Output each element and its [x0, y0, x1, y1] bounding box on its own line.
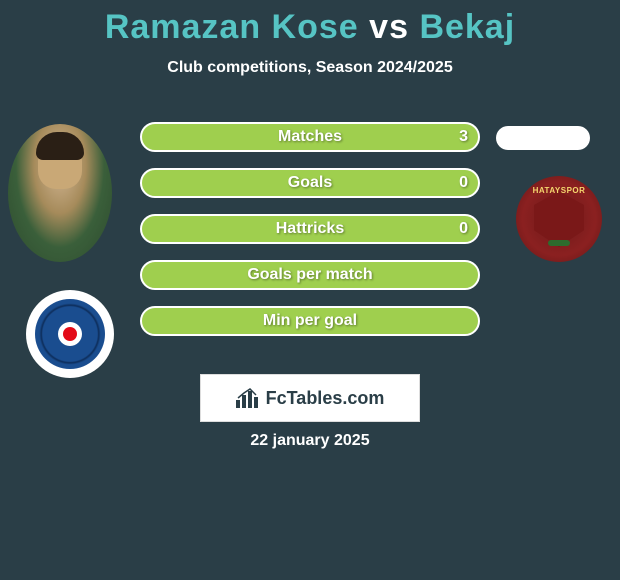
kasimpasa-logo-icon — [35, 299, 105, 369]
bar-chart-icon — [236, 388, 260, 408]
player1-club-logo — [26, 290, 114, 378]
bar-value-right: 0 — [459, 214, 468, 244]
bar-label: Matches — [140, 122, 480, 152]
brand-text: FcTables.com — [266, 388, 385, 409]
player2-club-logo: HATAYSPOR — [516, 176, 602, 262]
stat-bar-goals-per-match: Goals per match — [140, 260, 480, 290]
stat-bar-goals: Goals 0 — [140, 168, 480, 198]
comparison-title: Ramazan Kose vs Bekaj — [0, 0, 620, 47]
bar-label: Hattricks — [140, 214, 480, 244]
date-text: 22 january 2025 — [0, 432, 620, 450]
player2-name: Bekaj — [419, 8, 515, 46]
stat-bar-hattricks: Hattricks 0 — [140, 214, 480, 244]
vs-text: vs — [369, 8, 409, 46]
stat-bar-matches: Matches 3 — [140, 122, 480, 152]
bar-value-right: 0 — [459, 168, 468, 198]
player2-placeholder-oval — [496, 126, 590, 150]
brand-box: FcTables.com — [200, 374, 420, 422]
bar-label: Goals — [140, 168, 480, 198]
stats-bars: Matches 3 Goals 0 Hattricks 0 Goals per … — [140, 122, 480, 352]
bar-value-right: 3 — [459, 122, 468, 152]
bar-label: Min per goal — [140, 306, 480, 336]
player1-name: Ramazan Kose — [105, 8, 359, 46]
hatayspor-logo-text: HATAYSPOR — [533, 186, 586, 195]
stat-bar-min-per-goal: Min per goal — [140, 306, 480, 336]
subtitle: Club competitions, Season 2024/2025 — [0, 59, 620, 77]
bar-label: Goals per match — [140, 260, 480, 290]
player1-avatar — [8, 124, 112, 262]
